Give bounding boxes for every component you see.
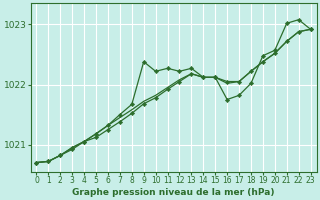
X-axis label: Graphe pression niveau de la mer (hPa): Graphe pression niveau de la mer (hPa) (72, 188, 275, 197)
